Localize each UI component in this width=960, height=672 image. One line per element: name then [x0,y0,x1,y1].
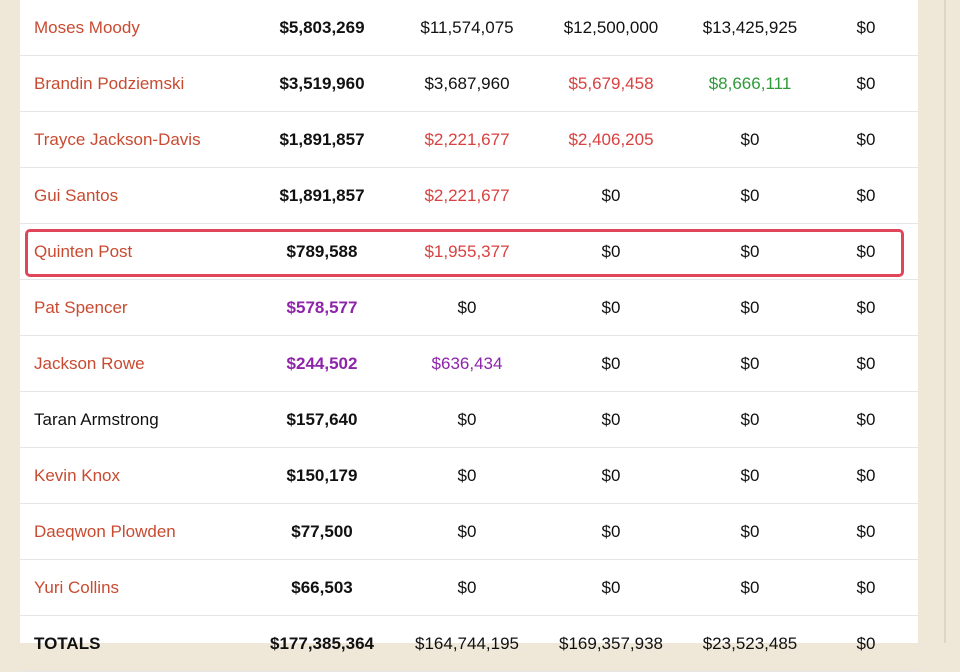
salary-cell: $0 [856,18,876,37]
player-name[interactable]: Moses Moody [34,18,140,37]
table-row: Jackson Rowe $244,502 $636,434 $0 $0 $0 [20,336,918,392]
salary-cell: $0 [740,186,760,205]
salary-cell: $244,502 [286,354,358,373]
player-name[interactable]: Trayce Jackson-Davis [34,130,201,149]
salary-cell: $0 [457,410,477,429]
salary-cell: $0 [740,466,760,485]
salary-cell: $1,891,857 [279,130,365,149]
salary-cell: $0 [740,354,760,373]
salary-cell: $789,588 [286,242,358,261]
salary-cell: $0 [856,298,876,317]
salary-cell: $0 [740,578,760,597]
salary-cell: $0 [601,242,621,261]
salary-cell: $0 [601,186,621,205]
salary-cell: $1,955,377 [424,242,510,261]
salary-cell: $0 [740,130,760,149]
salary-cell: $5,679,458 [568,74,654,93]
salary-cell: $2,221,677 [424,186,510,205]
salary-cell: $0 [601,410,621,429]
row-highlight [25,229,904,277]
table-row: Moses Moody $5,803,269 $11,574,075 $12,500,… [20,0,918,56]
salary-cell: $0 [856,242,876,261]
salary-cell: $578,577 [286,298,358,317]
salary-cell: $0 [601,578,621,597]
salary-cell: $0 [457,466,477,485]
salary-cell: $0 [601,522,621,541]
salary-cell: $0 [856,578,876,597]
salary-cell: $0 [856,410,876,429]
salary-table: Moses Moody $5,803,269 $11,574,075 $12,500,… [20,0,918,672]
table-row: Gui Santos $1,891,857 $2,221,677 $0 $0 $0 [20,168,918,224]
table-row: Trayce Jackson-Davis $1,891,857 $2,221,677… [20,112,918,168]
salary-cell: $157,640 [286,410,358,429]
salary-cell: $1,891,857 [279,186,365,205]
table-row: TOTALS $177,385,364 $164,744,195 $169,357,9… [20,616,918,672]
salary-cell: $0 [457,578,477,597]
salary-cell: $636,434 [431,354,503,373]
table-row: Daeqwon Plowden $77,500 $0 $0 $0 $0 [20,504,918,560]
salary-cell: $0 [601,466,621,485]
table-row: Pat Spencer $578,577 $0 $0 $0 $0 [20,280,918,336]
salary-cell: $0 [740,410,760,429]
salary-cell: $23,523,485 [702,634,798,653]
salary-cell: $3,519,960 [279,74,365,93]
salary-cell: $0 [740,242,760,261]
salary-cell: $0 [856,186,876,205]
salary-cell: $0 [856,466,876,485]
salary-cell: $66,503 [291,578,353,597]
salary-cell: $5,803,269 [279,18,365,37]
salary-cell: $2,406,205 [568,130,654,149]
salary-cell: $0 [856,74,876,93]
player-name[interactable]: Yuri Collins [34,578,120,597]
player-name: TOTALS [34,634,101,653]
salary-cell: $0 [740,522,760,541]
salary-cell: $169,357,938 [559,634,663,653]
salary-cell: $8,666,111 [708,74,792,93]
salary-cell: $0 [856,522,876,541]
table-row: Taran Armstrong $157,640 $0 $0 $0 $0 [20,392,918,448]
player-name: Taran Armstrong [34,410,159,429]
table-row: Brandin Podziemski $3,519,960 $3,687,960 $5… [20,56,918,112]
salary-cell: $164,744,195 [415,634,519,653]
salary-cell: $0 [856,354,876,373]
salary-cell: $12,500,000 [563,18,659,37]
salary-cell: $0 [856,634,876,653]
salary-cell: $0 [601,354,621,373]
page: Moses Moody $5,803,269 $11,574,075 $12,500,… [20,0,946,672]
scrollbar-edge [944,0,946,643]
salary-cell: $13,425,925 [702,18,798,37]
salary-cell: $77,500 [291,522,353,541]
salary-cell: $0 [740,298,760,317]
salary-cell: $0 [601,298,621,317]
salary-cell: $3,687,960 [424,74,510,93]
salary-cell: $0 [457,522,477,541]
table-row: Quinten Post $789,588 $1,955,377 $0 $0 $0 [20,224,918,280]
table-row: Kevin Knox $150,179 $0 $0 $0 $0 [20,448,918,504]
salary-cell: $11,574,075 [420,18,514,37]
player-name[interactable]: Kevin Knox [34,466,120,485]
player-name[interactable]: Pat Spencer [34,298,128,317]
player-name[interactable]: Quinten Post [34,242,133,261]
salary-cell: $177,385,364 [270,634,374,653]
table-row: Yuri Collins $66,503 $0 $0 $0 $0 [20,560,918,616]
salary-cell: $150,179 [286,466,358,485]
player-name[interactable]: Daeqwon Plowden [34,522,176,541]
player-name[interactable]: Brandin Podziemski [34,74,185,93]
player-name[interactable]: Gui Santos [34,186,119,205]
salary-cell: $0 [457,298,477,317]
salary-cell: $0 [856,130,876,149]
salary-cell: $2,221,677 [424,130,510,149]
player-name[interactable]: Jackson Rowe [34,354,145,373]
